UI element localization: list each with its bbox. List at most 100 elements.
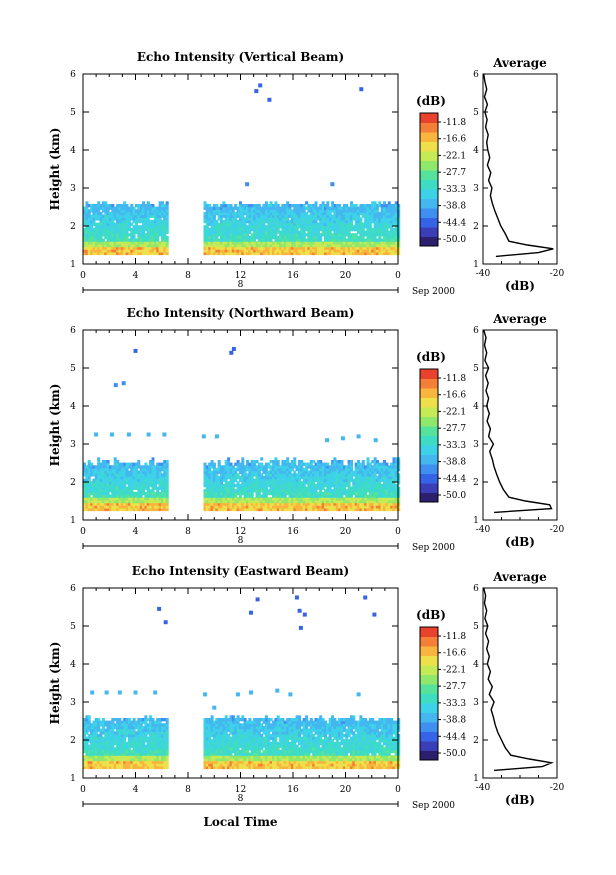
echo-cell [250, 241, 254, 245]
echo-cell [104, 491, 108, 496]
echo-cell [385, 238, 389, 242]
echo-cell [104, 505, 108, 509]
echo-cell [220, 249, 223, 253]
echo-cell [109, 728, 112, 732]
echo-cell [397, 233, 401, 237]
echo-cell [125, 467, 129, 472]
echo-cell [383, 246, 386, 250]
echo-cell [279, 467, 283, 472]
echo-cell [90, 763, 94, 767]
echo-cell [203, 206, 207, 210]
echo-cell [142, 204, 146, 208]
echo-cell [125, 760, 129, 764]
echo-cell [151, 230, 155, 234]
echo-cell [357, 462, 360, 466]
echo-cell [163, 243, 167, 248]
echo-cell [203, 238, 207, 242]
echo-cell [83, 502, 86, 506]
echo-cell [222, 219, 226, 224]
colorbar-swatch [420, 378, 438, 389]
echo-cell [224, 481, 228, 485]
echo-cell [293, 491, 297, 496]
echo-cell [104, 219, 108, 224]
echo-cell [101, 478, 105, 482]
echo-cell [101, 233, 105, 237]
echo-cell [106, 473, 110, 477]
echo-cell [368, 230, 372, 234]
echo-cell [274, 505, 278, 509]
echo-cell [357, 489, 360, 493]
echo-cell [130, 241, 134, 245]
echo-cell [142, 235, 146, 240]
echo-cell [368, 494, 372, 498]
echo-cell [312, 241, 316, 245]
echo-cell [118, 241, 122, 245]
echo-cell [205, 465, 209, 469]
echo-cell [288, 209, 292, 213]
echo-cell [350, 246, 353, 250]
echo-cell [106, 725, 110, 730]
echo-cell [234, 473, 238, 477]
echo-cell [97, 249, 101, 253]
echo-cell [385, 222, 389, 226]
echo-cell [212, 206, 216, 210]
echo-cell [238, 489, 242, 493]
echo-cell [335, 204, 339, 208]
echo-cell [250, 233, 254, 237]
echo-cell [333, 246, 337, 250]
echo-cell [394, 475, 398, 480]
echo-cell [139, 478, 143, 482]
echo-cell [392, 473, 396, 477]
echo-cell [94, 249, 98, 253]
echo-cell [286, 491, 290, 496]
echo-cell [364, 204, 368, 208]
echo-cell [97, 489, 101, 493]
echo-cell [385, 211, 389, 216]
echo-cell [104, 249, 108, 253]
echo-cell [269, 502, 273, 506]
echo-cell [286, 505, 290, 509]
echo-cell [324, 502, 327, 506]
echo-cell [281, 225, 285, 229]
echo-cell [378, 225, 382, 229]
echo-cell [224, 502, 228, 506]
echo-cell [333, 214, 337, 218]
echo-cell [347, 219, 351, 224]
echo-cell [312, 230, 316, 234]
echo-cell [302, 473, 306, 477]
echo-cell [333, 230, 337, 234]
echo-cell [149, 235, 153, 240]
echo-cell [156, 470, 160, 474]
echo-cell [127, 465, 131, 469]
echo-cell [366, 486, 370, 490]
echo-cell [274, 222, 278, 226]
echo-cell [335, 507, 339, 512]
echo-cell [224, 219, 228, 224]
echo-cell [94, 241, 98, 245]
echo-cell [153, 499, 157, 504]
echo-cell [366, 241, 370, 245]
echo-cell [290, 507, 294, 512]
echo-cell [229, 204, 233, 208]
echo-cell [387, 243, 391, 248]
echo-cell [340, 227, 344, 232]
echo-cell [385, 217, 389, 221]
echo-cell [130, 505, 134, 509]
echo-cell [373, 222, 377, 226]
echo-cell [120, 243, 124, 248]
echo-cell [283, 460, 287, 464]
echo-cell [286, 475, 290, 480]
echo-cell [87, 757, 91, 762]
colorbar-swatch [420, 397, 438, 408]
echo-cell [340, 462, 344, 466]
echo-cell [364, 230, 368, 234]
echo-cell [127, 470, 131, 474]
echo-cell [111, 755, 115, 759]
echo-cell [113, 757, 117, 762]
echo-cell [94, 733, 98, 738]
echo-cell [146, 470, 150, 474]
echo-cell [85, 736, 89, 740]
echo-cell [85, 475, 89, 480]
echo-cell [123, 765, 127, 770]
echo-cell [101, 219, 105, 224]
